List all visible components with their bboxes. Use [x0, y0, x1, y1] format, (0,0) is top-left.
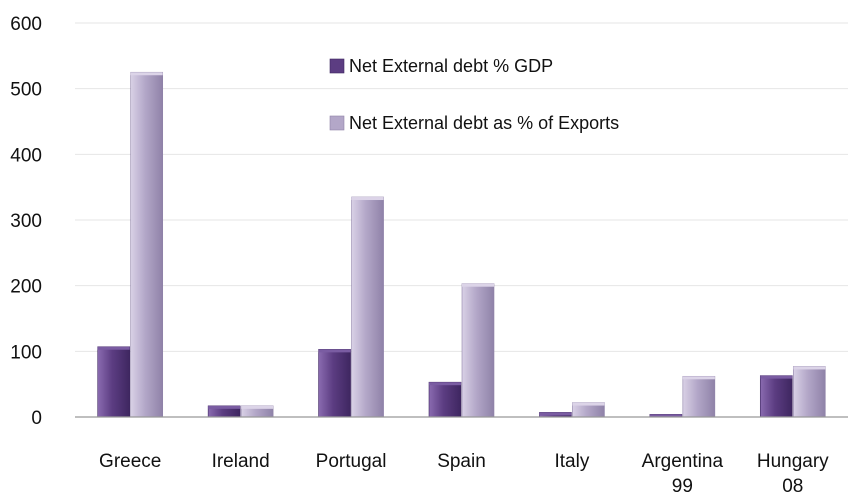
bar-top-highlight [208, 405, 241, 409]
y-tick-label: 300 [10, 211, 42, 232]
bar-top-highlight [649, 414, 682, 417]
bar-top-highlight [130, 72, 163, 76]
bar-exports [130, 71, 164, 418]
bar-top-highlight [760, 375, 793, 379]
bar-top-highlight [793, 366, 826, 370]
y-tick-label: 100 [10, 342, 42, 363]
bar-gdp [318, 349, 351, 418]
bar-exports [461, 283, 495, 418]
bar-gdp [759, 375, 793, 418]
x-category-label: Spain [437, 451, 486, 472]
x-category-label: Ireland [212, 451, 270, 472]
x-category-label: Hungary 08 [757, 451, 829, 495]
x-category-label: Greece [99, 451, 161, 472]
legend-label-exports: Net External debt as % of Exports [349, 113, 619, 133]
axes: 0 100 200 300 400 500 600 Greece Ireland Portugal… [10, 14, 848, 495]
bar-exports [682, 375, 716, 418]
x-category-label: Italy [554, 451, 589, 472]
bar-top-highlight [351, 197, 384, 201]
bar-top-highlight [241, 405, 274, 409]
legend-swatch-gdp [329, 58, 345, 74]
bar-exports [792, 366, 826, 418]
bars [97, 71, 826, 418]
y-tick-label: 600 [10, 14, 42, 35]
bar-top-highlight [462, 283, 494, 287]
legend-swatch-exports [329, 115, 345, 131]
bar-top-highlight [318, 349, 351, 353]
bar-top-highlight [572, 402, 605, 406]
y-tick-label: 200 [10, 277, 42, 298]
y-tick-label: 500 [10, 80, 42, 101]
gridlines [75, 22, 848, 352]
bar-top-highlight [682, 376, 715, 380]
legend-label-gdp: Net External debt % GDP [349, 56, 553, 76]
bar-exports [351, 196, 384, 418]
x-category-label: Portugal [316, 451, 387, 472]
x-category-label: Argentina 99 [642, 451, 724, 495]
bar-top-highlight [97, 346, 130, 350]
bar-top-highlight [429, 382, 461, 386]
bar-gdp [97, 346, 131, 418]
bar-gdp [428, 381, 462, 418]
y-tick-label: 400 [10, 145, 42, 166]
y-tick-label: 0 [31, 408, 42, 429]
bar-top-highlight [539, 412, 572, 416]
legend: Net External debt % GDP Net External debt… [329, 56, 619, 133]
